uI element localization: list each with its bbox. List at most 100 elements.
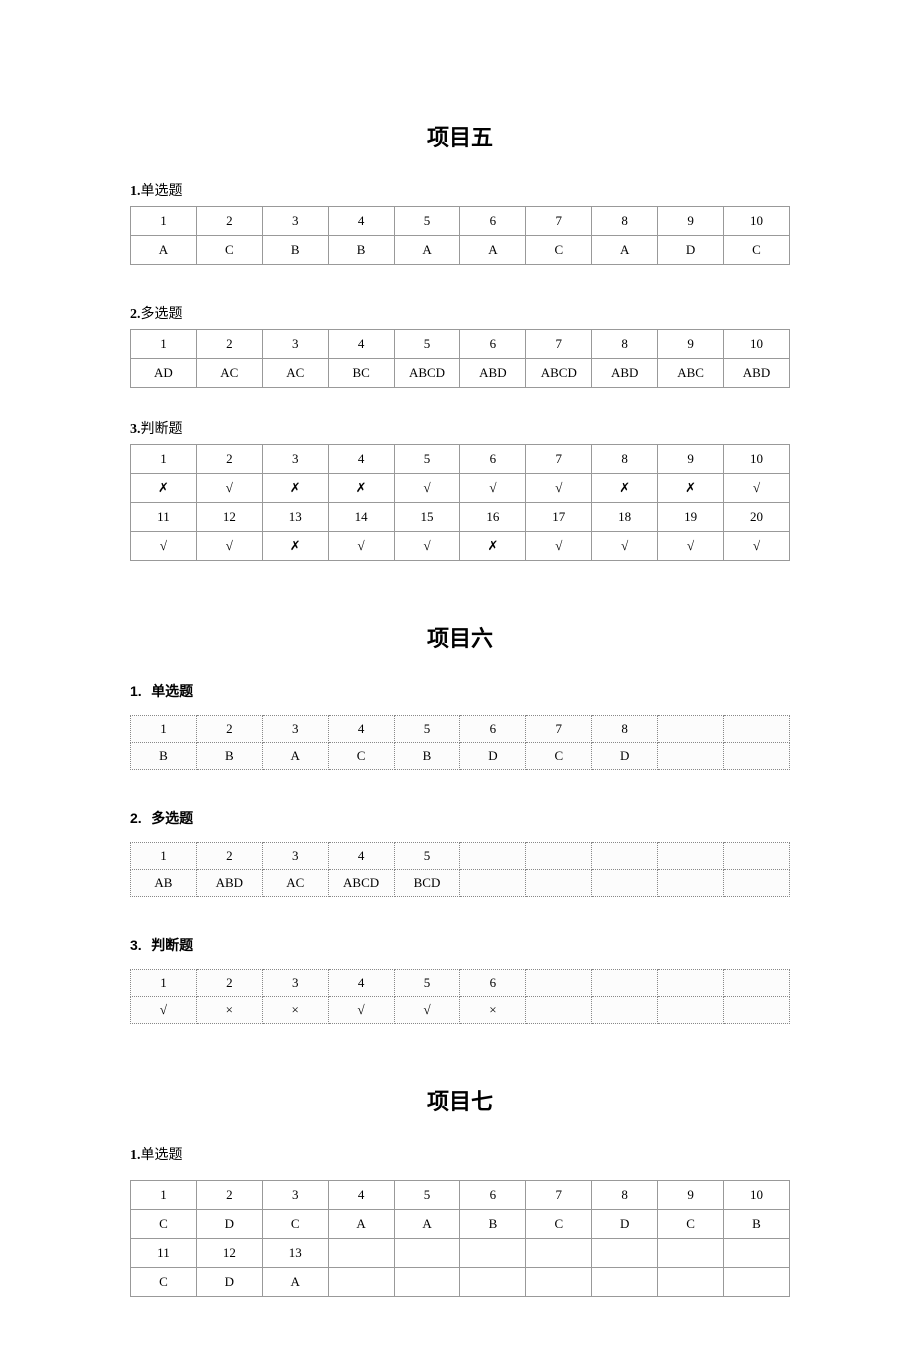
table-cell: 10 <box>724 1181 790 1210</box>
table-cell <box>724 843 790 870</box>
table-cell: AC <box>262 870 328 897</box>
table-cell <box>526 997 592 1024</box>
table-cell: √ <box>131 532 197 561</box>
table-cell: C <box>262 1210 328 1239</box>
table-row: √××√√× <box>131 997 790 1024</box>
table-cell: 2 <box>196 330 262 359</box>
table-cell: 6 <box>460 207 526 236</box>
table-cell <box>592 843 658 870</box>
project7-title: 项目七 <box>130 1084 790 1116</box>
table-cell: 7 <box>526 716 592 743</box>
table-cell: 9 <box>658 1181 724 1210</box>
table-cell: 2 <box>196 843 262 870</box>
table-cell: 10 <box>724 330 790 359</box>
project6-title: 项目六 <box>130 621 790 653</box>
table-cell: √ <box>724 474 790 503</box>
table-cell: 4 <box>328 843 394 870</box>
project5-title: 项目五 <box>130 120 790 152</box>
table-cell: 20 <box>724 503 790 532</box>
proj5-s2-num: 2. <box>130 307 141 322</box>
table-cell: √ <box>196 532 262 561</box>
table-cell: 4 <box>328 330 394 359</box>
table-cell: ABCD <box>394 359 460 388</box>
table-row: ADACACBCABCDABDABCDABDABCABD <box>131 359 790 388</box>
table-cell: 8 <box>592 1181 658 1210</box>
table-cell <box>658 743 724 770</box>
proj5-s2-title: 2.多选题 <box>130 303 790 323</box>
table-cell: 11 <box>131 503 197 532</box>
table-row: 12345678 <box>131 716 790 743</box>
table-cell: 1 <box>131 207 197 236</box>
table-cell: 5 <box>394 207 460 236</box>
table-cell: 9 <box>658 445 724 474</box>
table-cell: ✗ <box>460 532 526 561</box>
table-row: CDA <box>131 1268 790 1297</box>
table-cell: B <box>131 743 197 770</box>
table-cell: ABCD <box>526 359 592 388</box>
proj6-s1-num: 1. <box>130 683 142 699</box>
table-cell: C <box>658 1210 724 1239</box>
table-cell: ABC <box>658 359 724 388</box>
table-cell <box>526 870 592 897</box>
table-cell: 11 <box>131 1239 197 1268</box>
table-cell: D <box>196 1210 262 1239</box>
proj6-s3-title: 3. 判断题 <box>130 935 790 955</box>
table-cell: √ <box>394 474 460 503</box>
table-cell: D <box>196 1268 262 1297</box>
table-cell: 18 <box>592 503 658 532</box>
table-cell <box>658 1239 724 1268</box>
table-cell: D <box>460 743 526 770</box>
table-cell: 8 <box>592 445 658 474</box>
table-cell: 2 <box>196 970 262 997</box>
table-cell: √ <box>394 997 460 1024</box>
table-cell: 4 <box>328 445 394 474</box>
table-cell: 5 <box>394 445 460 474</box>
table-cell <box>394 1239 460 1268</box>
table-cell: C <box>131 1268 197 1297</box>
table-cell: B <box>328 236 394 265</box>
proj6-s1-title: 1. 单选题 <box>130 681 790 701</box>
table-cell: 4 <box>328 1181 394 1210</box>
proj6-s1-txt: 单选题 <box>151 683 193 699</box>
table-cell: BC <box>328 359 394 388</box>
table-cell: B <box>262 236 328 265</box>
table-cell <box>394 1268 460 1297</box>
proj5-s3-txt: 判断题 <box>141 422 183 437</box>
table-cell: C <box>526 743 592 770</box>
table-cell: ✗ <box>658 474 724 503</box>
table-cell: × <box>460 997 526 1024</box>
proj7-s1-txt: 单选题 <box>141 1148 183 1163</box>
table-cell: 17 <box>526 503 592 532</box>
table-cell: 5 <box>394 330 460 359</box>
table-cell: ABD <box>592 359 658 388</box>
table-cell <box>592 997 658 1024</box>
proj5-s2-table: 12345678910ADACACBCABCDABDABCDABDABCABD <box>130 329 790 388</box>
table-row: √√✗√√✗√√√√ <box>131 532 790 561</box>
table-cell: ABD <box>196 870 262 897</box>
table-cell <box>658 716 724 743</box>
table-cell: √ <box>196 474 262 503</box>
table-cell <box>460 843 526 870</box>
table-cell: A <box>394 1210 460 1239</box>
proj7-s1-table: 12345678910CDCAABCDCB111213CDA <box>130 1180 790 1297</box>
table-cell: 2 <box>196 1181 262 1210</box>
table-row: 123456 <box>131 970 790 997</box>
table-cell <box>658 870 724 897</box>
table-cell: 1 <box>131 843 197 870</box>
table-row: 12345678910 <box>131 330 790 359</box>
table-cell: 3 <box>262 445 328 474</box>
table-cell: 16 <box>460 503 526 532</box>
table-cell: 3 <box>262 1181 328 1210</box>
table-cell: ✗ <box>328 474 394 503</box>
table-cell: ✗ <box>131 474 197 503</box>
table-cell: 3 <box>262 207 328 236</box>
table-cell: C <box>526 1210 592 1239</box>
table-cell: 9 <box>658 207 724 236</box>
table-cell: 3 <box>262 716 328 743</box>
table-cell: √ <box>131 997 197 1024</box>
table-cell: 15 <box>394 503 460 532</box>
table-cell <box>658 1268 724 1297</box>
table-cell: 6 <box>460 970 526 997</box>
proj5-s1-txt: 单选题 <box>141 184 183 199</box>
table-cell <box>460 870 526 897</box>
